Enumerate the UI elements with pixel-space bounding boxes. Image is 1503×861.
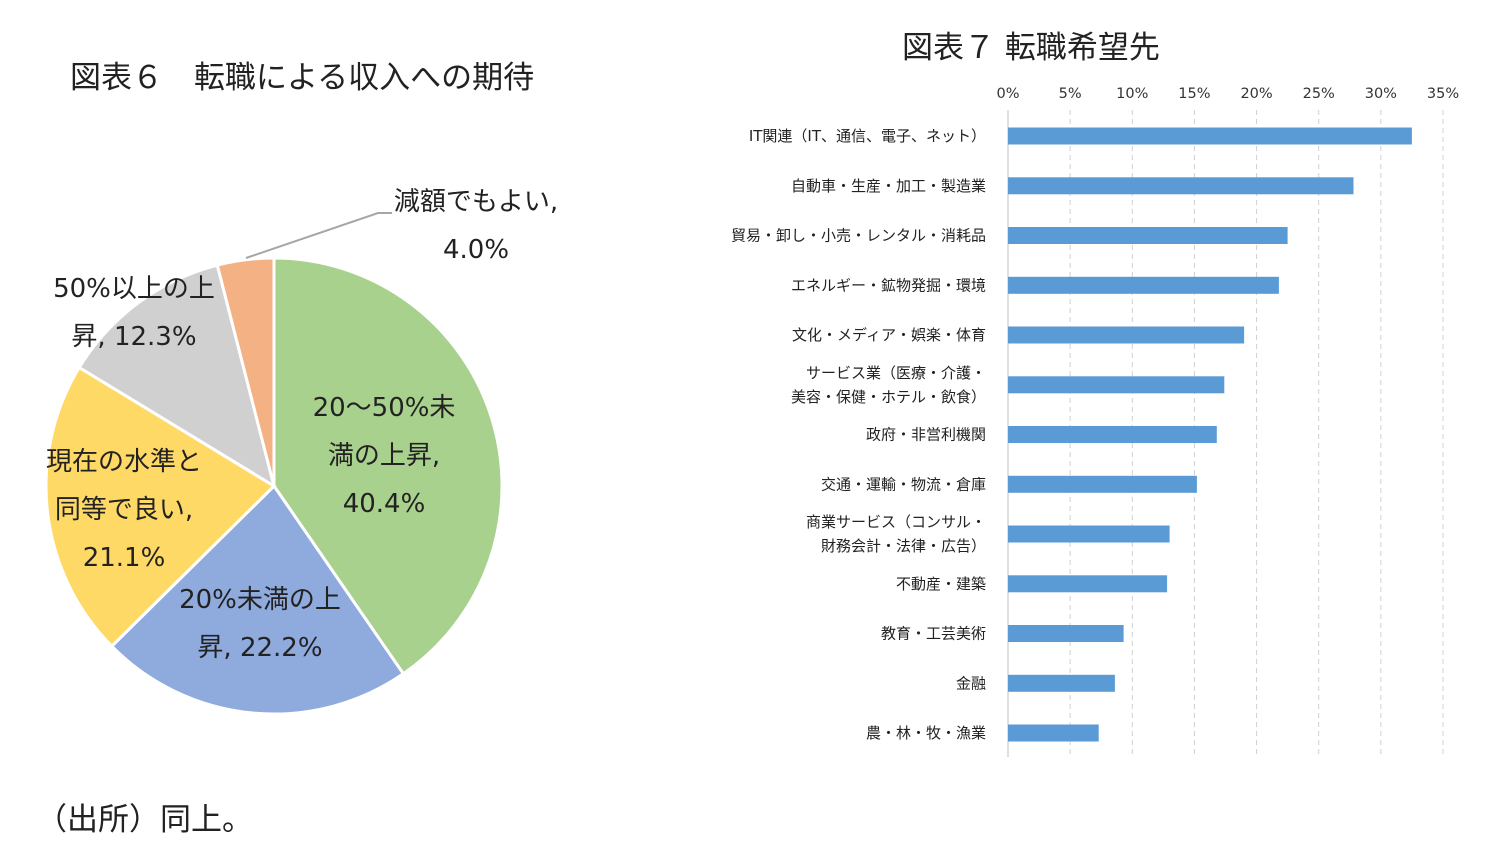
x-tick-label-2: 10% <box>1116 86 1148 102</box>
pie-label-1: 20%未満の上昇, 22.2% <box>179 585 341 663</box>
x-tick-label-1: 5% <box>1059 86 1082 102</box>
pie-leader-line <box>245 212 392 259</box>
pie-label-4: 減額でもよい, 4.0% <box>394 187 558 265</box>
category-label-8: 商業サービス（コンサル・財務会計・法律・広告） <box>806 513 986 555</box>
pie-slice-0 <box>272 256 504 676</box>
category-label-10: 教育・工芸美術 <box>881 625 986 643</box>
bar-11 <box>1008 674 1115 692</box>
bar-12 <box>1008 724 1099 742</box>
bar-7 <box>1008 475 1197 493</box>
bar-10 <box>1008 625 1124 642</box>
category-label-7: 交通・運輸・物流・倉庫 <box>821 475 986 493</box>
bar-6 <box>1008 426 1217 443</box>
x-tick-label-3: 15% <box>1178 86 1210 102</box>
bar-4 <box>1008 326 1245 344</box>
x-tick-label-6: 30% <box>1365 86 1397 102</box>
bar-8 <box>1008 525 1170 543</box>
category-label-9: 不動産・建築 <box>896 575 986 593</box>
source-note: （出所）同上。 <box>36 802 253 838</box>
figure6-title: 図表６ 転職による収入への期待 <box>70 60 535 96</box>
pie-slice-1 <box>109 483 406 716</box>
category-label-3: エネルギー・鉱物発掘・環境 <box>791 276 986 294</box>
bar-9 <box>1008 575 1168 593</box>
category-label-11: 金融 <box>956 674 986 692</box>
x-tick-label-7: 35% <box>1427 86 1459 102</box>
bar-5 <box>1008 376 1225 394</box>
x-tick-label-5: 25% <box>1303 86 1335 102</box>
category-label-6: 政府・非営利機関 <box>866 426 986 444</box>
bar-2 <box>1008 227 1288 244</box>
x-tick-label-0: 0% <box>996 86 1019 102</box>
category-label-12: 農・林・牧・漁業 <box>866 724 986 742</box>
pie-slice-2 <box>44 365 277 649</box>
bar-3 <box>1008 276 1279 294</box>
pie-slice-4 <box>215 256 276 487</box>
pie-chart: 20～50%未満の上昇, 40.4% 20%未満の上昇, 22.2% 現在の水準と同等… <box>44 187 558 716</box>
bar-0 <box>1008 127 1412 145</box>
category-label-5: サービス業（医療・介護・美容・保健・ホテル・飲食） <box>791 364 986 406</box>
bar-chart: 0% 5% 10% 15% 20% 25% 30% 35% IT関連（IT、通信、電子、ネット）… <box>731 86 1459 757</box>
pie-label-3: 50%以上の上昇, 12.3% <box>53 274 215 352</box>
pie-label-0: 20～50%未満の上昇, 40.4% <box>313 393 456 519</box>
category-label-1: 自動車・生産・加工・製造業 <box>791 177 986 195</box>
x-tick-label-4: 20% <box>1240 86 1272 102</box>
category-label-2: 貿易・卸し・小売・レンタル・消耗品 <box>731 227 986 245</box>
category-label-4: 文化・メディア・娯楽・体育 <box>792 326 986 344</box>
figure7-title: 図表７ 転職希望先 <box>902 30 1160 66</box>
pie-slice-3 <box>77 263 277 490</box>
bar-1 <box>1008 177 1354 195</box>
category-label-0: IT関連（IT、通信、電子、ネット） <box>749 127 986 145</box>
pie-label-2: 現在の水準と同等で良い, 21.1% <box>46 447 202 573</box>
